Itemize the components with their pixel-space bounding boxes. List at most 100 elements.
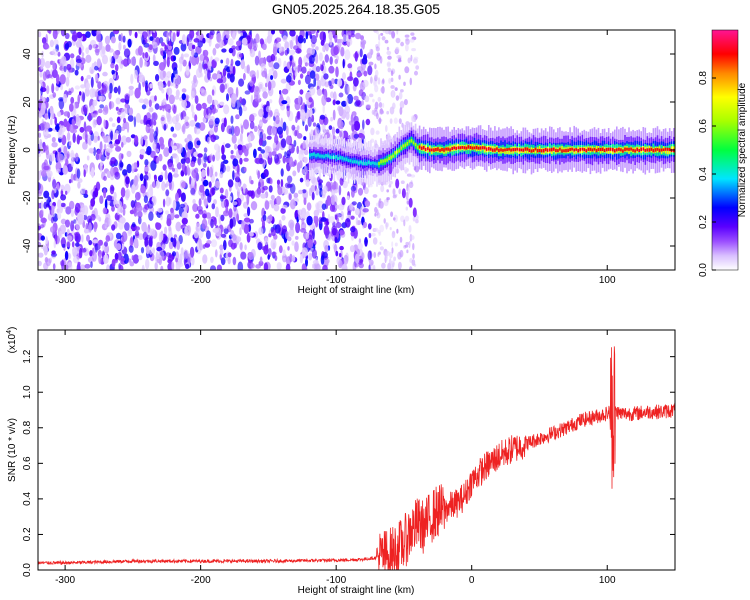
signal-cell <box>660 148 663 152</box>
noise-blob <box>198 238 202 249</box>
noise-blob <box>353 77 359 87</box>
noise-blob <box>405 191 409 200</box>
noise-blob <box>227 38 234 46</box>
noise-blob <box>63 118 68 128</box>
noise-blob <box>376 112 379 120</box>
signal-cell <box>577 149 579 153</box>
noise-blob <box>208 181 212 188</box>
noise-blob <box>305 258 308 267</box>
noise-blob <box>215 249 218 258</box>
noise-blob <box>46 74 53 79</box>
noise-blob <box>313 77 317 87</box>
noise-blob <box>349 245 355 253</box>
noise-blob <box>201 169 206 178</box>
noise-blob <box>377 252 380 257</box>
noise-blob <box>220 163 227 173</box>
noise-blob <box>100 161 104 167</box>
noise-blob <box>228 239 233 248</box>
signal-cell <box>349 159 352 163</box>
signal-cell <box>353 160 356 164</box>
noise-blob <box>65 77 70 87</box>
noise-blob <box>206 240 212 245</box>
noise-blob <box>373 251 377 258</box>
noise-blob <box>258 181 261 189</box>
noise-blob <box>339 230 345 236</box>
noise-blob <box>286 256 291 266</box>
noise-blob <box>153 174 157 180</box>
noise-blob <box>264 200 270 210</box>
noise-blob <box>259 83 263 89</box>
noise-blob <box>350 215 355 220</box>
noise-blob <box>281 88 289 95</box>
noise-blob <box>386 110 390 115</box>
noise-blob <box>183 53 190 58</box>
y-tick-label: 40 <box>22 48 33 60</box>
signal-cell <box>457 146 460 150</box>
colorbar-ticks: 0.0 0.2 0.4 0.6 0.8 <box>698 71 716 277</box>
signal-cell <box>364 162 366 166</box>
noise-blob <box>255 158 261 165</box>
noise-blob <box>165 210 169 215</box>
noise-blob <box>172 107 177 113</box>
snr-y-ticks: 0.0 0.2 0.4 0.6 0.8 1.0 1.2 <box>22 349 675 577</box>
noise-blob <box>49 39 55 48</box>
noise-blob <box>310 175 316 184</box>
noise-blob <box>389 227 392 231</box>
tail-blob <box>388 164 393 175</box>
noise-blob <box>287 246 290 251</box>
noise-blob <box>206 166 210 177</box>
noise-blob <box>328 65 335 74</box>
noise-blob <box>133 177 139 186</box>
signal-cell <box>463 146 466 150</box>
noise-blob <box>273 62 280 70</box>
signal-cell <box>473 146 476 150</box>
signal-cell <box>402 144 405 148</box>
noise-blob <box>69 141 72 147</box>
noise-blob <box>104 241 108 247</box>
noise-blob <box>125 176 130 185</box>
noise-blob <box>44 113 48 120</box>
noise-blob <box>344 218 351 228</box>
noise-blob <box>98 108 103 114</box>
signal-cell <box>563 149 565 153</box>
signal-cell <box>414 142 417 147</box>
signal-cell <box>343 157 346 161</box>
noise-blob <box>329 38 333 46</box>
noise-blob <box>199 54 204 61</box>
signal-cell <box>508 147 510 151</box>
noise-blob <box>133 207 138 217</box>
noise-blob <box>209 265 217 270</box>
noise-blob <box>380 87 385 93</box>
noise-blob <box>243 167 247 172</box>
noise-blob <box>191 111 196 119</box>
noise-blob <box>333 189 338 194</box>
noise-blob <box>272 46 278 56</box>
noise-blob <box>89 250 93 257</box>
noise-blob <box>193 172 200 182</box>
noise-blob <box>288 39 295 49</box>
signal-cell <box>347 159 350 163</box>
noise-blob <box>190 187 196 195</box>
noise-blob <box>358 238 362 244</box>
noise-blob <box>399 249 404 258</box>
noise-blob <box>378 198 382 204</box>
noise-blob <box>120 187 126 198</box>
signal-cell <box>599 147 602 152</box>
signal-cell <box>632 148 634 152</box>
noise-blob <box>398 91 403 100</box>
noise-blob <box>231 134 237 144</box>
noise-blob <box>38 260 42 267</box>
noise-blob <box>175 89 180 98</box>
noise-blob <box>59 74 66 85</box>
noise-blob <box>257 242 263 251</box>
noise-blob <box>83 205 89 216</box>
noise-blob <box>410 54 413 62</box>
noise-blob <box>284 182 291 189</box>
noise-blob <box>118 219 124 230</box>
noise-blob <box>392 90 395 99</box>
noise-blob <box>298 56 303 67</box>
noise-blob <box>111 69 115 75</box>
noise-blob <box>134 135 139 145</box>
noise-blob <box>393 256 396 262</box>
